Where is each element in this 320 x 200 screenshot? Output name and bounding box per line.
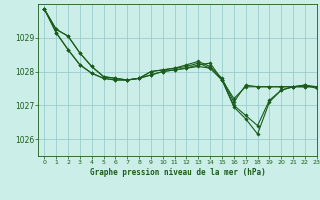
X-axis label: Graphe pression niveau de la mer (hPa): Graphe pression niveau de la mer (hPa) bbox=[90, 168, 266, 177]
